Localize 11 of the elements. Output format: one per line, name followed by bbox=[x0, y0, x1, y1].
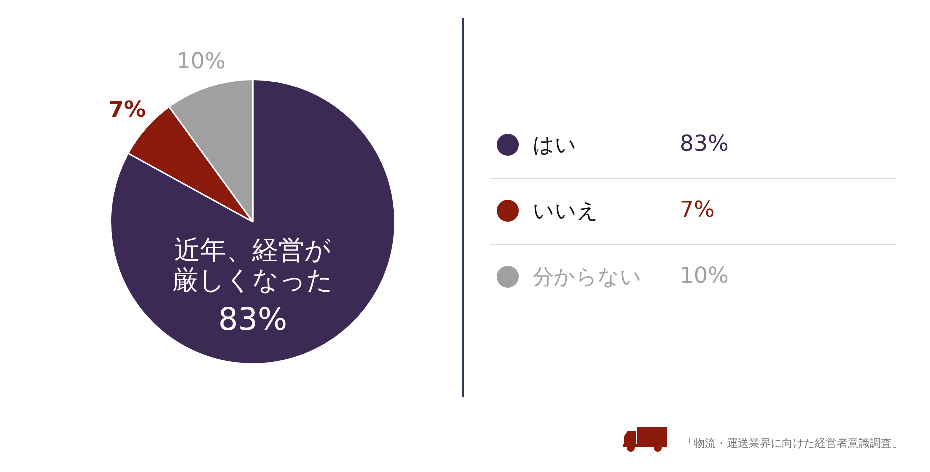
text: 7% bbox=[680, 198, 715, 223]
text: 近年、経営が厳しくなった bbox=[172, 236, 334, 296]
legend-label: いいえ bbox=[533, 198, 599, 225]
text: 83% bbox=[680, 132, 729, 157]
legend-label: はい bbox=[533, 132, 577, 159]
text: 「物流・運送業界に向けた経営者意識調査」 bbox=[683, 436, 903, 450]
data-label: 83% bbox=[218, 302, 288, 338]
data-label: 10% bbox=[176, 50, 226, 75]
legend-label: 分からない bbox=[533, 264, 642, 291]
data-label: 7% bbox=[108, 98, 146, 124]
text: 10% bbox=[680, 264, 729, 289]
